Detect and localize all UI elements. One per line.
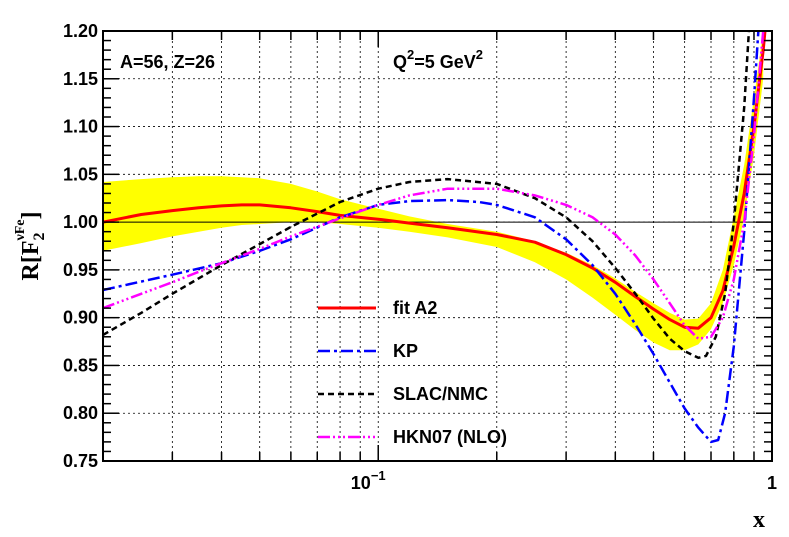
y-tick-label: 0.75 <box>63 451 98 471</box>
legend-label-1: KP <box>393 341 418 361</box>
y-tick-label: 1.15 <box>63 69 98 89</box>
y-tick-label: 0.85 <box>63 355 98 375</box>
y-tick-label: 1.05 <box>63 164 98 184</box>
y-tick-label: 1.00 <box>63 212 98 232</box>
y-tick-labels: 0.75 0.80 0.85 0.90 0.95 1.00 1.05 1.10 1.15 1.20 <box>63 21 98 471</box>
series-layer <box>103 31 767 444</box>
legend-label-2: SLAC/NMC <box>393 384 488 404</box>
y-tick-label: 0.80 <box>63 403 98 423</box>
plot-frame <box>102 30 773 462</box>
y-tick-label: 0.95 <box>63 260 98 280</box>
nucleus-annotation: A=56, Z=26 <box>120 52 215 72</box>
q2-annotation: Q2=5 GeV2 <box>393 47 483 72</box>
legend-label-3: HKN07 (NLO) <box>393 427 507 447</box>
x-tick-label: 1 <box>767 473 777 493</box>
y-axis-title: R[F2νFe] <box>13 211 48 280</box>
legend: fit A2 KP SLAC/NMC HKN07 (NLO) <box>318 298 507 447</box>
x-axis-title: x <box>753 507 765 533</box>
y-tick-label: 1.20 <box>63 21 98 41</box>
x-tick-labels: 10−1 1 <box>351 468 777 493</box>
legend-label-0: fit A2 <box>393 298 437 318</box>
series-line-3 <box>103 31 765 340</box>
series-line-0 <box>103 31 767 330</box>
axis-ticks <box>103 30 772 462</box>
x-tick-label: 10−1 <box>351 468 386 493</box>
y-tick-label: 0.90 <box>63 308 98 328</box>
y-tick-label: 1.10 <box>63 117 98 137</box>
series-line-1 <box>103 31 760 444</box>
